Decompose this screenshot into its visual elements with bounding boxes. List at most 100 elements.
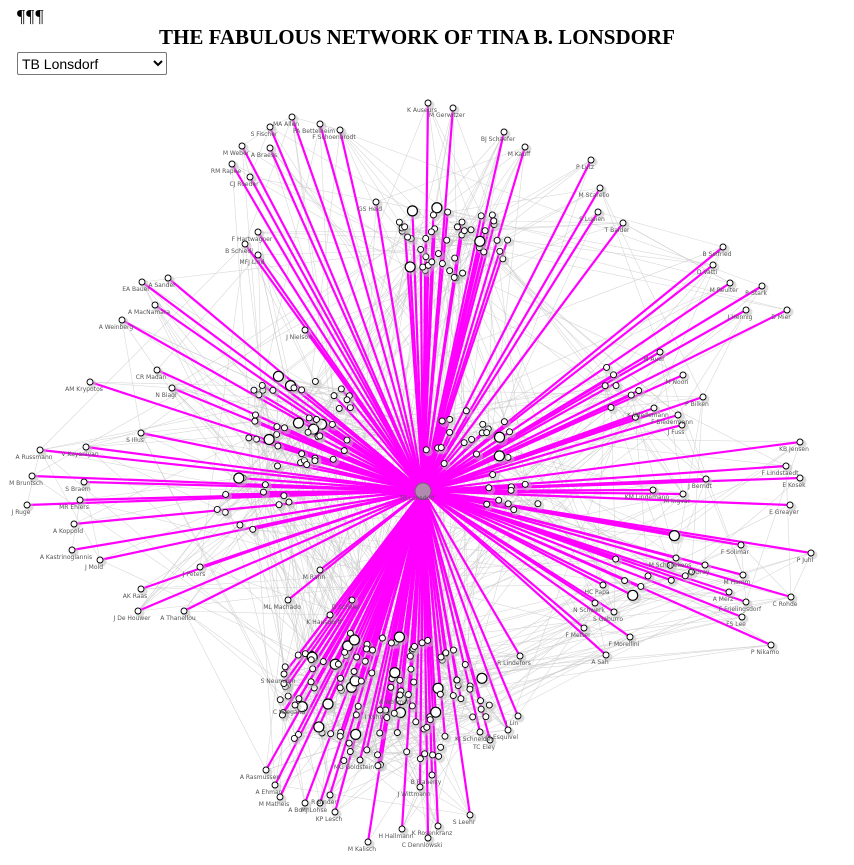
graph-node[interactable] [340,447,348,455]
graph-node[interactable] [742,598,750,606]
graph-node[interactable] [273,423,281,431]
graph-node[interactable] [510,506,518,514]
graph-node[interactable] [316,432,324,440]
graph-node[interactable] [164,274,172,282]
graph-node[interactable] [278,711,286,719]
graph-node[interactable] [601,382,609,390]
graph-node[interactable] [326,611,334,619]
graph-node[interactable] [612,382,620,390]
graph-node[interactable] [495,496,503,504]
graph-node[interactable] [466,685,474,693]
graph-node[interactable] [416,783,424,791]
graph-node[interactable] [627,589,639,601]
graph-node[interactable] [488,211,496,219]
graph-node[interactable] [213,505,221,513]
graph-node[interactable] [70,520,78,528]
graph-node[interactable] [516,652,524,660]
graph-node[interactable] [480,248,488,256]
graph-node[interactable] [281,663,289,671]
graph-node[interactable] [406,652,414,660]
graph-node[interactable] [500,128,508,136]
graph-node[interactable] [395,218,403,226]
graph-node[interactable] [504,500,512,508]
graph-node[interactable] [28,472,36,480]
graph-node[interactable] [786,501,794,509]
graph-node[interactable] [378,634,386,642]
graph-node[interactable] [348,634,360,646]
graph-node[interactable] [485,701,493,709]
graph-node[interactable] [298,450,306,458]
graph-node[interactable] [807,549,815,557]
graph-node[interactable] [602,651,610,659]
graph-node[interactable] [407,665,415,673]
graph-node[interactable] [587,156,595,164]
graph-node[interactable] [285,498,293,506]
graph-node[interactable] [500,418,508,426]
graph-node[interactable] [635,387,643,395]
graph-node[interactable] [678,421,686,429]
graph-node[interactable] [462,407,470,415]
graph-node[interactable] [418,639,426,647]
graph-node[interactable] [430,706,442,718]
graph-node[interactable] [403,748,411,756]
graph-node[interactable] [364,838,372,846]
graph-node[interactable] [263,433,275,446]
graph-node[interactable] [335,404,343,412]
graph-node[interactable] [372,198,380,206]
graph-node[interactable] [594,208,602,216]
graph-node[interactable] [276,793,284,801]
graph-node[interactable] [437,444,445,452]
graph-node[interactable] [450,646,457,654]
graph-node[interactable] [667,576,675,584]
graph-node[interactable] [316,120,324,128]
graph-node[interactable] [467,226,475,234]
graph-node[interactable] [429,211,437,219]
graph-node[interactable] [80,478,88,486]
graph-node[interactable] [416,755,424,763]
graph-node[interactable] [417,245,425,253]
graph-node[interactable] [233,472,245,484]
graph-node[interactable] [468,436,476,443]
graph-node[interactable] [504,236,512,244]
graph-node[interactable] [266,144,274,152]
graph-node[interactable] [276,696,284,704]
graph-node[interactable] [23,501,31,509]
graph-node[interactable] [453,676,461,684]
graph-node[interactable] [650,404,658,412]
graph-node[interactable] [274,462,281,470]
graph-node[interactable] [738,613,746,621]
graph-node[interactable] [387,683,395,691]
graph-node[interactable] [369,646,376,654]
graph-node[interactable] [796,474,804,482]
graph-node[interactable] [451,254,459,262]
graph-node[interactable] [250,386,258,394]
graph-node[interactable] [294,651,302,659]
graph-node[interactable] [284,596,292,604]
graph-node[interactable] [428,771,436,779]
graph-node[interactable] [254,251,262,259]
graph-node[interactable] [249,525,257,533]
graph-node[interactable] [436,690,444,698]
graph-node[interactable] [301,799,309,807]
graph-node[interactable] [269,386,277,394]
graph-node[interactable] [679,490,687,498]
graph-node[interactable] [607,404,615,411]
graph-node[interactable] [328,420,336,428]
graph-node[interactable] [357,677,365,685]
graph-node[interactable] [449,104,457,112]
graph-node[interactable] [137,429,145,437]
graph-node[interactable] [376,706,384,714]
graph-node[interactable] [196,563,204,571]
graph-node[interactable] [699,393,707,401]
graph-node[interactable] [457,695,465,703]
graph-node[interactable] [419,263,427,271]
graph-node[interactable] [610,371,617,379]
graph-node[interactable] [473,450,480,458]
graph-node[interactable] [383,714,391,722]
graph-node[interactable] [486,736,494,744]
graph-node[interactable] [404,233,412,241]
graph-node[interactable] [496,247,504,255]
graph-node[interactable] [437,743,445,751]
graph-node[interactable] [222,491,230,498]
